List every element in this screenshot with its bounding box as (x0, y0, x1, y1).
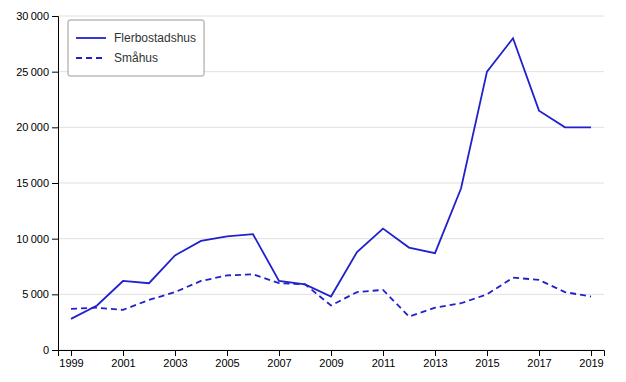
tick-mark (71, 350, 72, 356)
tick-mark (383, 350, 384, 356)
grid-line (58, 16, 604, 17)
tick-label: 2001 (111, 357, 135, 369)
tick-label: 5 000 (22, 288, 49, 300)
tick-mark (123, 350, 124, 356)
tick-mark (52, 350, 58, 351)
tick: 2015 (475, 350, 499, 369)
tick: 2003 (163, 350, 187, 369)
y-axis: 0 5 000 10 000 15 000 20 000 25 000 30 000 (16, 10, 58, 356)
tick-label: 2019 (579, 357, 603, 369)
tick-label: 2005 (215, 357, 239, 369)
grid-line (58, 183, 604, 184)
tick: 2017 (527, 350, 551, 369)
legend-item: Småhus (76, 51, 158, 65)
tick-label: 30 000 (16, 10, 49, 22)
legend-swatch (76, 37, 106, 39)
tick: 25 000 (16, 66, 58, 78)
tick-mark (52, 72, 58, 73)
tick-label: 2003 (163, 357, 187, 369)
grid-line (58, 127, 604, 128)
tick: 15 000 (16, 177, 58, 189)
tick: 5 000 (22, 288, 58, 300)
tick: 2009 (319, 350, 343, 369)
tick-mark (52, 294, 58, 295)
tick: 1999 (59, 350, 83, 369)
tick: 2007 (267, 350, 291, 369)
grid (58, 16, 604, 350)
legend-item: Flerbostadshus (76, 31, 196, 45)
legend: Flerbostadshus Småhus (68, 20, 204, 76)
tick-mark (52, 127, 58, 128)
tick: 20 000 (16, 121, 58, 133)
tick-mark (279, 350, 280, 356)
tick-label: 2007 (267, 357, 291, 369)
plot-area (71, 38, 591, 319)
tick-label: 1999 (59, 357, 83, 369)
tick-label: 25 000 (16, 66, 49, 78)
x-axis-line (59, 351, 605, 357)
legend-label: Småhus (114, 51, 158, 65)
tick-label: 20 000 (16, 121, 49, 133)
tick-mark (52, 239, 58, 240)
tick: 30 000 (16, 10, 58, 22)
tick-label: 2011 (372, 357, 396, 369)
tick: 2013 (423, 350, 447, 369)
tick-label: 15 000 (16, 177, 49, 189)
legend-swatch (76, 57, 106, 59)
tick: 10 000 (16, 233, 58, 245)
tick-mark (539, 350, 540, 356)
tick: 2019 (579, 350, 603, 369)
tick-mark (52, 183, 58, 184)
tick-mark (227, 350, 228, 356)
tick: 2011 (372, 350, 396, 369)
series-line (71, 274, 591, 316)
tick-mark (175, 350, 176, 356)
tick: 2001 (111, 350, 135, 369)
tick-mark (435, 350, 436, 356)
tick-label: 2009 (319, 357, 343, 369)
legend-label: Flerbostadshus (114, 31, 196, 45)
series-line (71, 38, 591, 319)
tick-mark (331, 350, 332, 356)
tick-label: 2017 (527, 357, 551, 369)
tick-label: 0 (43, 344, 49, 356)
tick: 2005 (215, 350, 239, 369)
tick-mark (487, 350, 488, 356)
tick-mark (591, 350, 592, 356)
y-axis-line (52, 17, 59, 351)
tick-label: 10 000 (16, 233, 49, 245)
x-axis: 1999 2001 2003 2005 2007 2009 2011 2013 2015 2017… (59, 350, 605, 369)
tick-label: 2015 (475, 357, 499, 369)
grid-line (58, 238, 604, 239)
grid-line (58, 294, 604, 295)
tick-label: 2013 (423, 357, 447, 369)
tick-mark (52, 16, 58, 17)
legend-frame (68, 20, 204, 76)
chart: 1999 2001 2003 2005 2007 2009 2011 2013 2015 2017… (0, 0, 626, 382)
tick: 0 (43, 344, 58, 356)
